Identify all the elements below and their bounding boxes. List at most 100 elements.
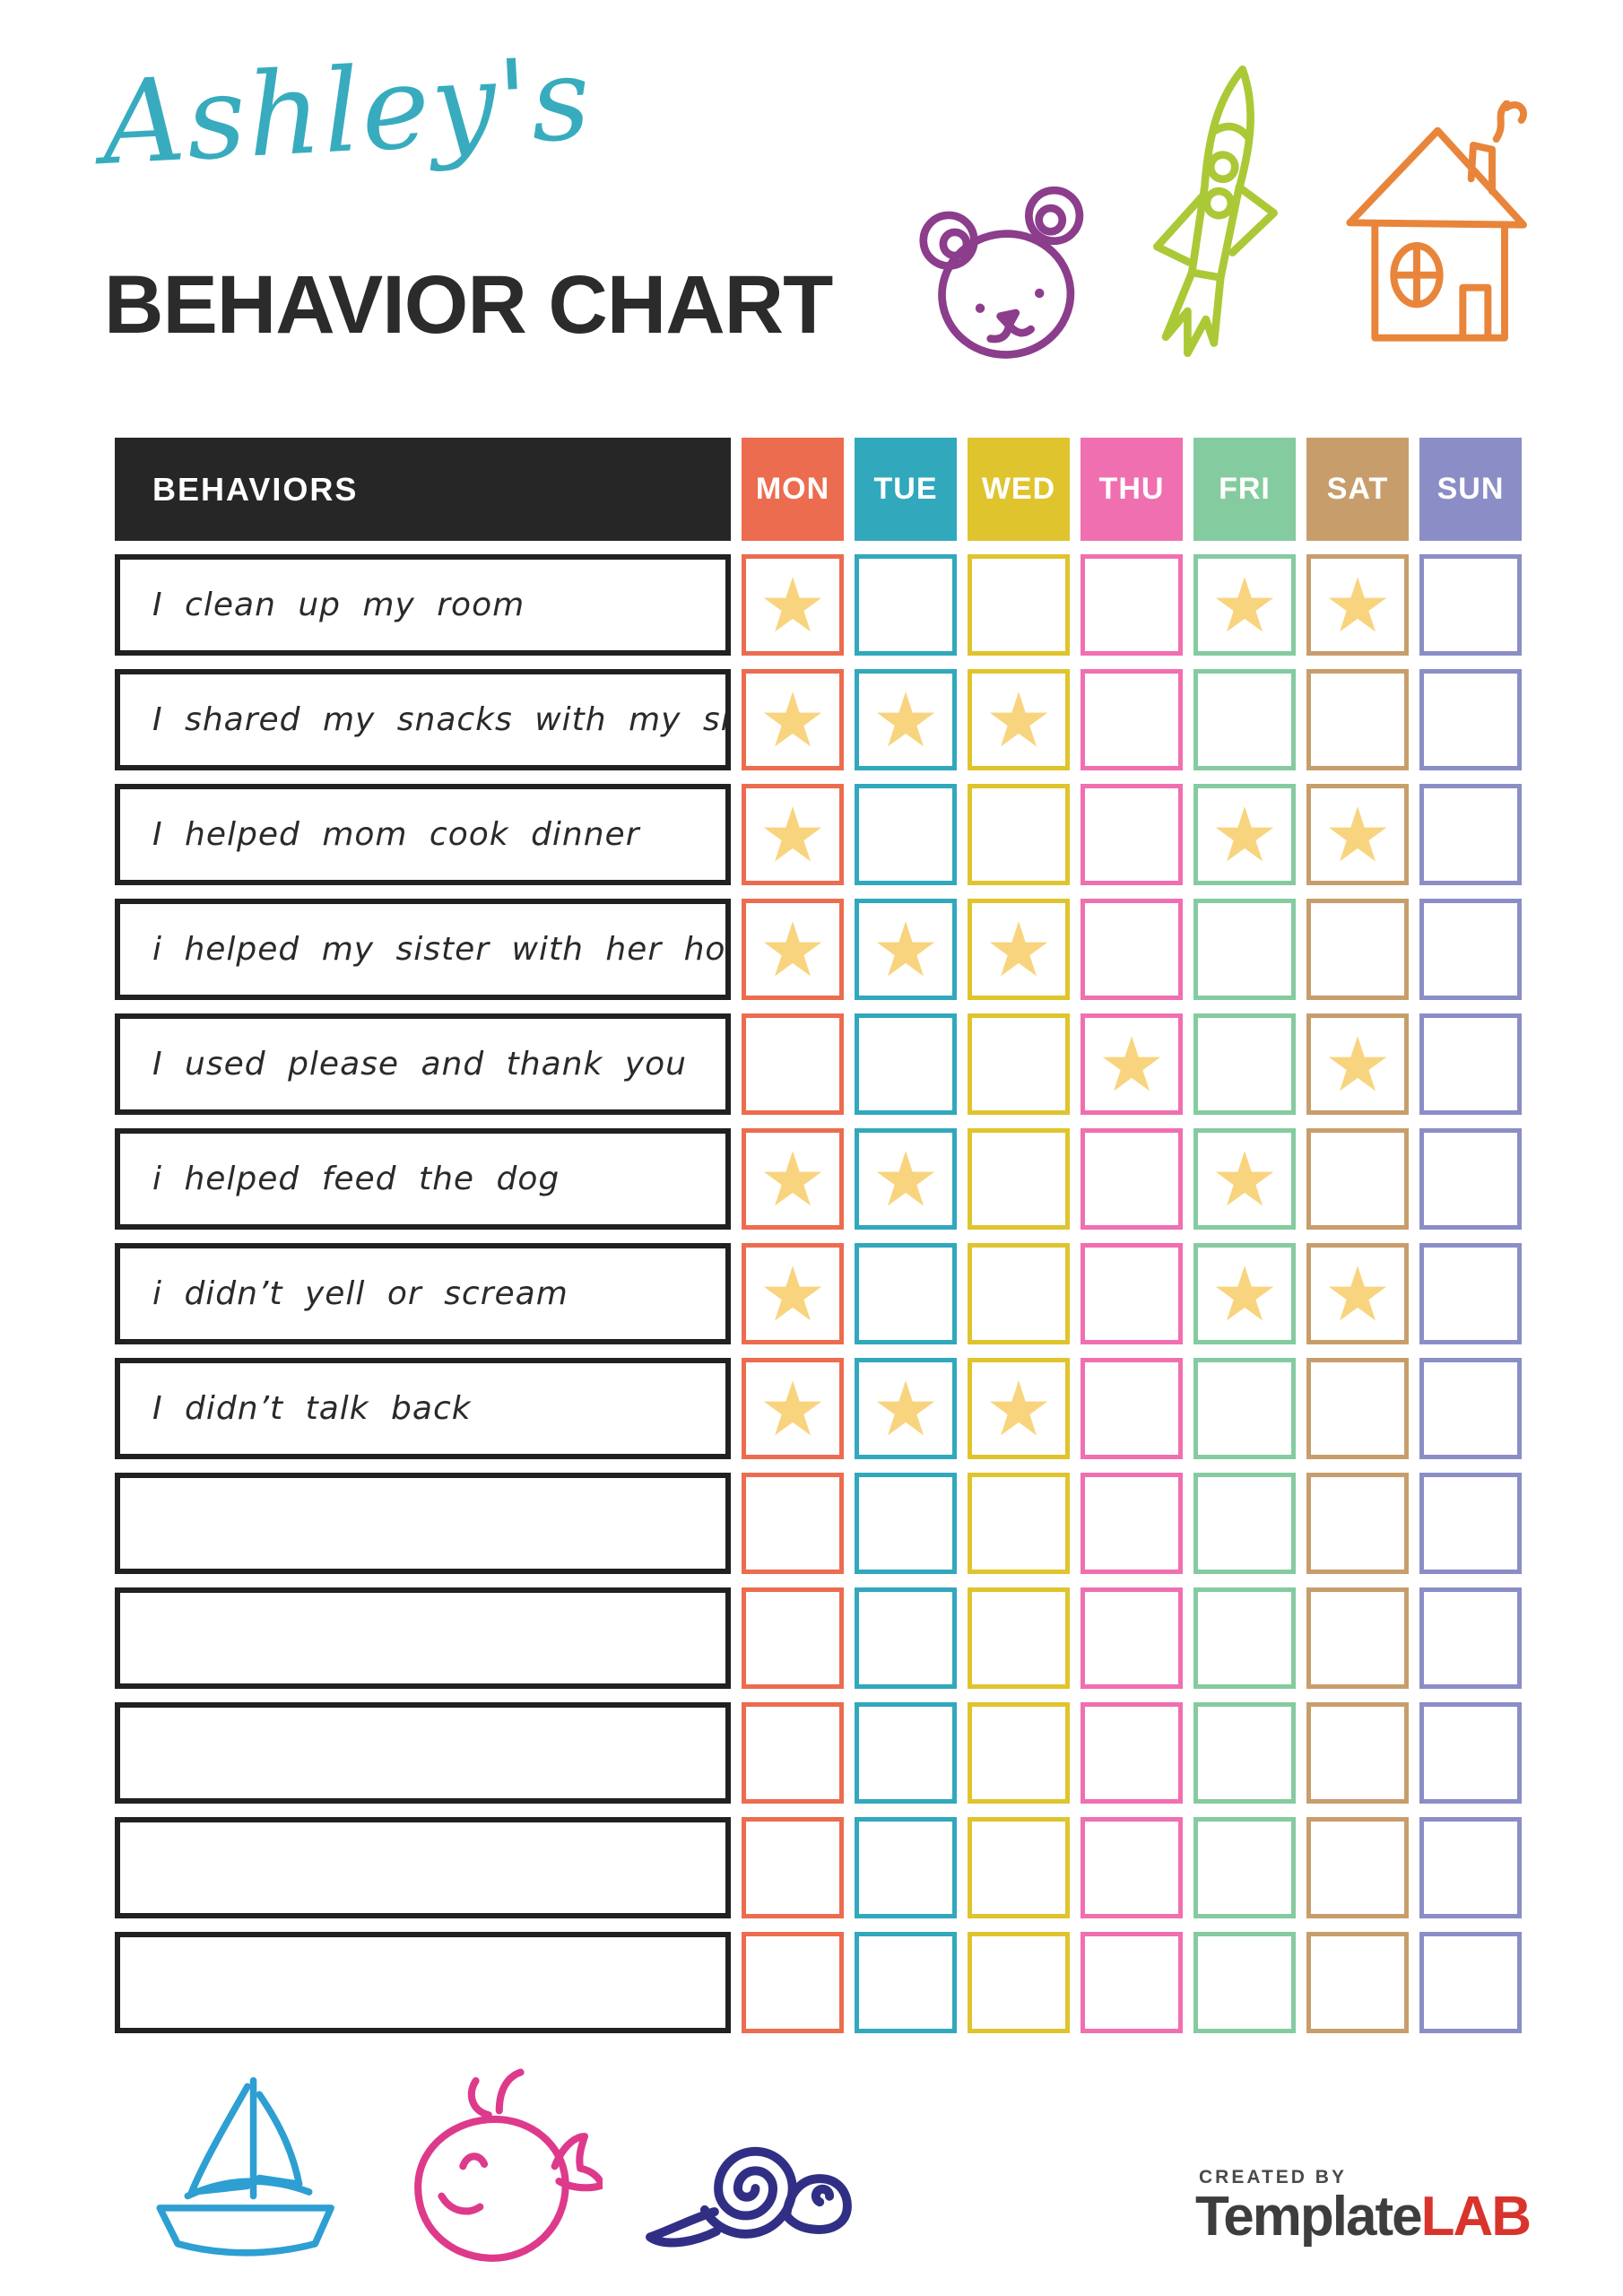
- behavior-cell-sat[interactable]: [1306, 1702, 1409, 1804]
- behavior-cell-mon[interactable]: ★: [742, 1358, 844, 1459]
- behavior-cell-mon[interactable]: ★: [742, 669, 844, 770]
- behavior-cell-tue[interactable]: [855, 1013, 957, 1115]
- behavior-label[interactable]: i didn’t yell or scream: [115, 1243, 731, 1344]
- behavior-label[interactable]: i helped my sister with her homework: [115, 899, 731, 1000]
- behavior-cell-thu[interactable]: [1081, 554, 1183, 656]
- behavior-cell-wed[interactable]: [968, 1702, 1070, 1804]
- behavior-cell-wed[interactable]: ★: [968, 1358, 1070, 1459]
- behavior-cell-fri[interactable]: [1193, 1932, 1296, 2033]
- behavior-cell-wed[interactable]: ★: [968, 669, 1070, 770]
- behavior-cell-fri[interactable]: [1193, 1473, 1296, 1574]
- behavior-cell-mon[interactable]: ★: [742, 1243, 844, 1344]
- behavior-cell-mon[interactable]: [742, 1473, 844, 1574]
- behavior-cell-mon[interactable]: ★: [742, 554, 844, 656]
- behavior-cell-tue[interactable]: [855, 784, 957, 885]
- behavior-cell-sun[interactable]: [1419, 784, 1522, 885]
- behavior-cell-sun[interactable]: [1419, 669, 1522, 770]
- behavior-cell-tue[interactable]: [855, 1932, 957, 2033]
- behavior-cell-thu[interactable]: [1081, 899, 1183, 1000]
- behavior-cell-wed[interactable]: [968, 1932, 1070, 2033]
- behavior-cell-fri[interactable]: [1193, 1587, 1296, 1689]
- behavior-label[interactable]: I used please and thank you: [115, 1013, 731, 1115]
- behavior-cell-mon[interactable]: [742, 1932, 844, 2033]
- behavior-cell-thu[interactable]: [1081, 669, 1183, 770]
- behavior-label[interactable]: [115, 1473, 731, 1574]
- behavior-cell-sat[interactable]: [1306, 1587, 1409, 1689]
- behavior-cell-sun[interactable]: [1419, 554, 1522, 656]
- behavior-cell-sat[interactable]: [1306, 1473, 1409, 1574]
- behavior-cell-tue[interactable]: [855, 1702, 957, 1804]
- behavior-cell-tue[interactable]: [855, 1473, 957, 1574]
- behavior-cell-fri[interactable]: ★: [1193, 554, 1296, 656]
- behavior-cell-sun[interactable]: [1419, 1473, 1522, 1574]
- behavior-cell-sat[interactable]: ★: [1306, 554, 1409, 656]
- behavior-cell-thu[interactable]: [1081, 784, 1183, 885]
- behavior-cell-sun[interactable]: [1419, 1932, 1522, 2033]
- behavior-label[interactable]: I didn’t talk back: [115, 1358, 731, 1459]
- behavior-cell-mon[interactable]: ★: [742, 899, 844, 1000]
- behavior-label[interactable]: I clean up my room: [115, 554, 731, 656]
- behavior-label[interactable]: I helped mom cook dinner: [115, 784, 731, 885]
- behavior-cell-thu[interactable]: [1081, 1932, 1183, 2033]
- behavior-cell-sat[interactable]: ★: [1306, 1243, 1409, 1344]
- behavior-cell-fri[interactable]: [1193, 669, 1296, 770]
- behavior-cell-tue[interactable]: [855, 554, 957, 656]
- behavior-cell-wed[interactable]: [968, 1473, 1070, 1574]
- behavior-cell-sun[interactable]: [1419, 1128, 1522, 1230]
- behavior-cell-fri[interactable]: [1193, 899, 1296, 1000]
- behavior-cell-wed[interactable]: [968, 1817, 1070, 1918]
- behavior-cell-thu[interactable]: ★: [1081, 1013, 1183, 1115]
- behavior-cell-wed[interactable]: [968, 1587, 1070, 1689]
- behavior-cell-sun[interactable]: [1419, 1243, 1522, 1344]
- behavior-cell-sun[interactable]: [1419, 899, 1522, 1000]
- behavior-cell-sat[interactable]: [1306, 899, 1409, 1000]
- behavior-cell-mon[interactable]: [742, 1702, 844, 1804]
- behavior-cell-sat[interactable]: [1306, 1128, 1409, 1230]
- behavior-cell-sun[interactable]: [1419, 1013, 1522, 1115]
- behavior-cell-thu[interactable]: [1081, 1817, 1183, 1918]
- behavior-cell-tue[interactable]: ★: [855, 1358, 957, 1459]
- behavior-label[interactable]: [115, 1702, 731, 1804]
- behavior-cell-fri[interactable]: ★: [1193, 1243, 1296, 1344]
- behavior-cell-fri[interactable]: [1193, 1702, 1296, 1804]
- behavior-cell-fri[interactable]: [1193, 1358, 1296, 1459]
- behavior-label[interactable]: I shared my snacks with my sister: [115, 669, 731, 770]
- behavior-cell-sat[interactable]: [1306, 1932, 1409, 2033]
- behavior-cell-wed[interactable]: [968, 784, 1070, 885]
- behavior-cell-sat[interactable]: [1306, 1817, 1409, 1918]
- behavior-cell-sun[interactable]: [1419, 1587, 1522, 1689]
- behavior-cell-sun[interactable]: [1419, 1817, 1522, 1918]
- behavior-cell-thu[interactable]: [1081, 1702, 1183, 1804]
- behavior-cell-sun[interactable]: [1419, 1702, 1522, 1804]
- behavior-cell-sat[interactable]: [1306, 1358, 1409, 1459]
- behavior-cell-mon[interactable]: [742, 1587, 844, 1689]
- behavior-cell-sat[interactable]: ★: [1306, 1013, 1409, 1115]
- behavior-cell-tue[interactable]: [855, 1587, 957, 1689]
- behavior-label[interactable]: i helped feed the dog: [115, 1128, 731, 1230]
- behavior-cell-wed[interactable]: [968, 1013, 1070, 1115]
- behavior-cell-thu[interactable]: [1081, 1128, 1183, 1230]
- behavior-cell-fri[interactable]: ★: [1193, 784, 1296, 885]
- behavior-cell-tue[interactable]: ★: [855, 1128, 957, 1230]
- behavior-cell-thu[interactable]: [1081, 1243, 1183, 1344]
- behavior-cell-sat[interactable]: ★: [1306, 784, 1409, 885]
- behavior-cell-fri[interactable]: [1193, 1013, 1296, 1115]
- behavior-cell-wed[interactable]: [968, 1128, 1070, 1230]
- behavior-cell-thu[interactable]: [1081, 1358, 1183, 1459]
- behavior-cell-tue[interactable]: ★: [855, 899, 957, 1000]
- behavior-label[interactable]: [115, 1587, 731, 1689]
- behavior-label[interactable]: [115, 1817, 731, 1918]
- behavior-cell-mon[interactable]: ★: [742, 1128, 844, 1230]
- behavior-cell-thu[interactable]: [1081, 1587, 1183, 1689]
- behavior-cell-mon[interactable]: [742, 1013, 844, 1115]
- behavior-cell-fri[interactable]: [1193, 1817, 1296, 1918]
- behavior-cell-thu[interactable]: [1081, 1473, 1183, 1574]
- behavior-cell-fri[interactable]: ★: [1193, 1128, 1296, 1230]
- behavior-label[interactable]: [115, 1932, 731, 2033]
- behavior-cell-wed[interactable]: [968, 554, 1070, 656]
- behavior-cell-tue[interactable]: [855, 1817, 957, 1918]
- behavior-cell-sat[interactable]: [1306, 669, 1409, 770]
- behavior-cell-tue[interactable]: [855, 1243, 957, 1344]
- behavior-cell-mon[interactable]: ★: [742, 784, 844, 885]
- behavior-cell-tue[interactable]: ★: [855, 669, 957, 770]
